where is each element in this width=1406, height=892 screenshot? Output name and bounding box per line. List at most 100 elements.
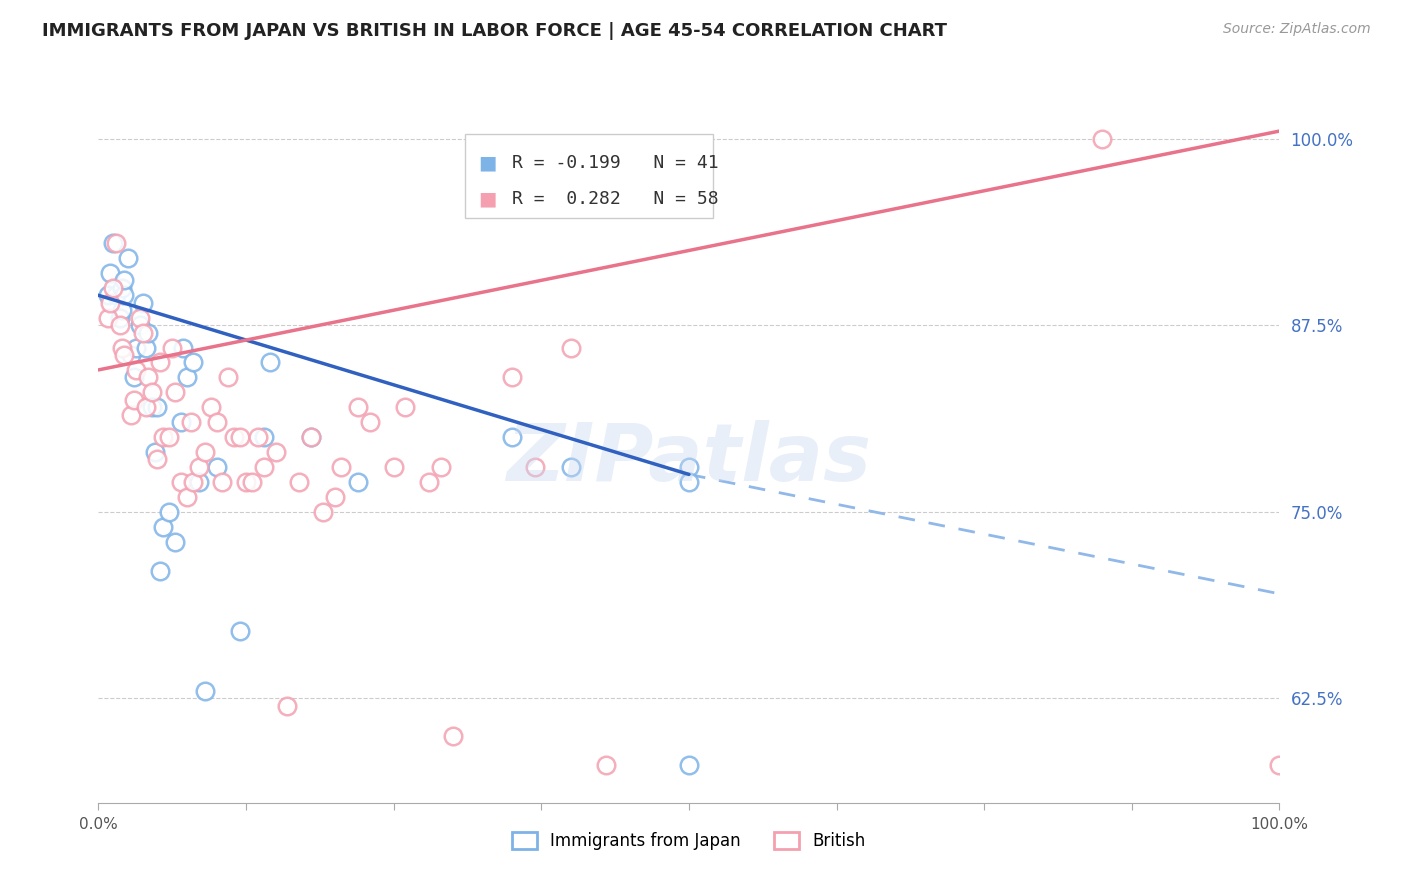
Point — [132, 295, 155, 310]
Point — [170, 415, 193, 429]
Point — [200, 401, 222, 415]
Text: R =  0.282   N = 58: R = 0.282 N = 58 — [512, 190, 718, 209]
Point — [359, 415, 381, 429]
Point — [135, 341, 157, 355]
Point — [1091, 131, 1114, 145]
Point — [560, 459, 582, 474]
Point — [97, 288, 120, 302]
Point — [229, 430, 252, 444]
Point — [160, 341, 183, 355]
Point — [157, 505, 180, 519]
Point — [112, 288, 135, 302]
Point — [501, 430, 523, 444]
Point — [165, 385, 187, 400]
Point — [141, 401, 163, 415]
Point — [187, 459, 209, 474]
Point — [149, 355, 172, 369]
Point — [217, 370, 239, 384]
Point — [135, 401, 157, 415]
Text: Source: ZipAtlas.com: Source: ZipAtlas.com — [1223, 22, 1371, 37]
Point — [253, 430, 276, 444]
Point — [229, 624, 252, 639]
Point — [264, 445, 287, 459]
Point — [394, 401, 416, 415]
Point — [253, 459, 276, 474]
Point — [111, 303, 134, 318]
Point — [117, 251, 139, 265]
Point — [211, 475, 233, 489]
Point — [122, 370, 145, 384]
Point — [299, 430, 322, 444]
Point — [125, 363, 148, 377]
Point — [132, 326, 155, 340]
Point — [235, 475, 257, 489]
Point — [329, 459, 352, 474]
Point — [146, 452, 169, 467]
Point — [288, 475, 311, 489]
Point — [194, 683, 217, 698]
Point — [108, 310, 131, 325]
Point — [170, 475, 193, 489]
Point — [112, 348, 135, 362]
Point — [430, 459, 453, 474]
Legend: Immigrants from Japan, British: Immigrants from Japan, British — [505, 825, 873, 856]
Point — [146, 401, 169, 415]
Point — [418, 475, 440, 489]
Point — [105, 235, 128, 250]
Point — [157, 430, 180, 444]
Point — [323, 490, 346, 504]
Point — [678, 191, 700, 205]
Text: IMMIGRANTS FROM JAPAN VS BRITISH IN LABOR FORCE | AGE 45-54 CORRELATION CHART: IMMIGRANTS FROM JAPAN VS BRITISH IN LABO… — [42, 22, 948, 40]
Point — [1268, 758, 1291, 772]
Point — [101, 281, 124, 295]
Point — [121, 348, 143, 362]
Point — [112, 273, 135, 287]
Point — [312, 505, 335, 519]
Point — [176, 490, 198, 504]
Point — [176, 370, 198, 384]
Text: ZIPatlas: ZIPatlas — [506, 420, 872, 498]
Point — [180, 415, 202, 429]
Point — [678, 475, 700, 489]
Point — [678, 758, 700, 772]
Point — [678, 459, 700, 474]
Point — [128, 310, 150, 325]
Point — [111, 341, 134, 355]
Point — [136, 370, 159, 384]
Point — [224, 430, 246, 444]
Text: ■: ■ — [478, 153, 498, 172]
Point — [382, 459, 405, 474]
Point — [143, 445, 166, 459]
Point — [125, 341, 148, 355]
Point — [181, 475, 204, 489]
Point — [121, 408, 143, 422]
Point — [595, 758, 617, 772]
Point — [246, 430, 269, 444]
Point — [181, 355, 204, 369]
Point — [347, 401, 370, 415]
Point — [152, 519, 174, 533]
Point — [194, 445, 217, 459]
Point — [149, 565, 172, 579]
Point — [172, 341, 194, 355]
Point — [98, 266, 121, 280]
Point — [108, 318, 131, 332]
Point — [136, 326, 159, 340]
Point — [205, 459, 228, 474]
Point — [205, 415, 228, 429]
Point — [152, 430, 174, 444]
Point — [560, 341, 582, 355]
Point — [501, 370, 523, 384]
Text: ■: ■ — [478, 190, 498, 209]
Point — [165, 534, 187, 549]
Point — [276, 698, 298, 713]
Point — [128, 318, 150, 332]
Point — [101, 235, 124, 250]
Text: R = -0.199   N = 41: R = -0.199 N = 41 — [512, 153, 718, 172]
Point — [187, 475, 209, 489]
Point — [122, 392, 145, 407]
Point — [347, 475, 370, 489]
Point — [97, 310, 120, 325]
Point — [111, 281, 134, 295]
Point — [299, 430, 322, 444]
